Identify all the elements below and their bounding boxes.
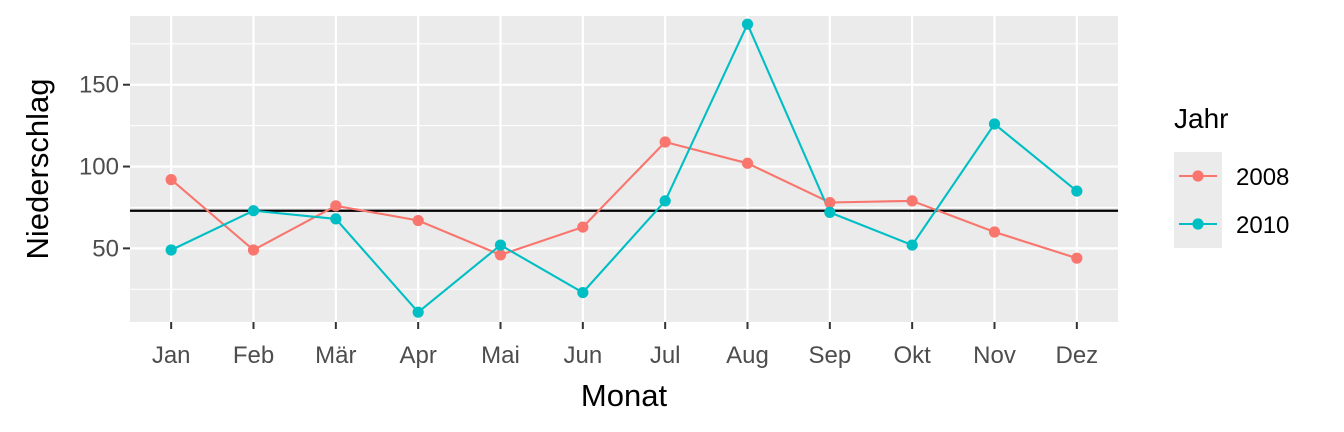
x-tick-label: Aug [726, 342, 769, 369]
x-tick-label: Jul [650, 342, 681, 369]
legend-key-point [1192, 170, 1204, 182]
legend-label-2010: 2010 [1236, 212, 1289, 239]
x-tick-label: Dez [1055, 342, 1098, 369]
data-point-2010-Jul [659, 195, 671, 207]
x-axis: Jan Feb Mär Apr Mai Jun Jul Aug Sep Okt Nov Dez [152, 322, 1098, 369]
x-tick-label: Sep [808, 342, 851, 369]
data-point-2008-Mai [494, 249, 507, 261]
y-axis-title: Niederschlag [20, 79, 55, 260]
data-point-2010-Okt [906, 239, 918, 251]
data-point-2010-Mai [494, 239, 507, 251]
data-point-2010-Mär [330, 213, 342, 225]
x-axis-title: Monat [581, 378, 668, 413]
series-line-2010 [170, 21, 1078, 314]
x-tick-label: Feb [233, 342, 274, 369]
plot-panel [130, 16, 1118, 322]
series-line-2008 [170, 140, 1078, 260]
data-point-2008-Jul [659, 136, 671, 148]
x-tick-label: Okt [893, 342, 931, 369]
data-point-2010-Feb [247, 205, 260, 217]
data-point-2010-Dez [1071, 185, 1083, 197]
data-point-2008-Sep [824, 196, 836, 209]
series-lines [170, 21, 1078, 314]
data-point-2008-Mär [330, 200, 342, 212]
legend-key-point [1192, 218, 1204, 230]
data-point-2010-Jan [165, 244, 177, 256]
x-tick-label: Mai [481, 342, 520, 369]
data-point-2010-Nov [988, 118, 1001, 130]
data-point-2008-Feb [247, 244, 260, 256]
x-tick-label: Mär [315, 342, 356, 369]
data-point-2008-Apr [412, 214, 424, 227]
legend: Jahr 2008 2010 [1174, 103, 1289, 248]
data-point-2008-Nov [988, 226, 1001, 238]
y-tick-label: 100 [79, 154, 119, 181]
y-tick-label: 50 [92, 235, 119, 262]
x-tick-label: Nov [973, 342, 1016, 369]
series-points [165, 18, 1083, 318]
legend-label-2008: 2008 [1236, 164, 1289, 191]
y-tick-label: 150 [79, 72, 119, 99]
data-point-2008-Okt [906, 195, 918, 207]
minor-gridlines [130, 43, 1118, 290]
data-point-2008-Aug [741, 157, 754, 169]
data-point-2010-Aug [741, 18, 754, 30]
data-point-2010-Sep [824, 206, 836, 218]
x-tick-label: Jan [152, 342, 191, 369]
x-tick-label: Apr [399, 342, 436, 369]
x-tick-label: Jun [563, 342, 602, 369]
data-point-2008-Jun [577, 221, 589, 233]
major-gridlines [130, 16, 1118, 322]
data-point-2008-Jan [165, 174, 177, 186]
data-point-2010-Jun [577, 286, 589, 299]
legend-title: Jahr [1174, 103, 1228, 134]
data-point-2008-Dez [1071, 252, 1083, 264]
data-point-2010-Apr [412, 306, 424, 318]
y-axis: 50 100 150 [79, 72, 130, 262]
